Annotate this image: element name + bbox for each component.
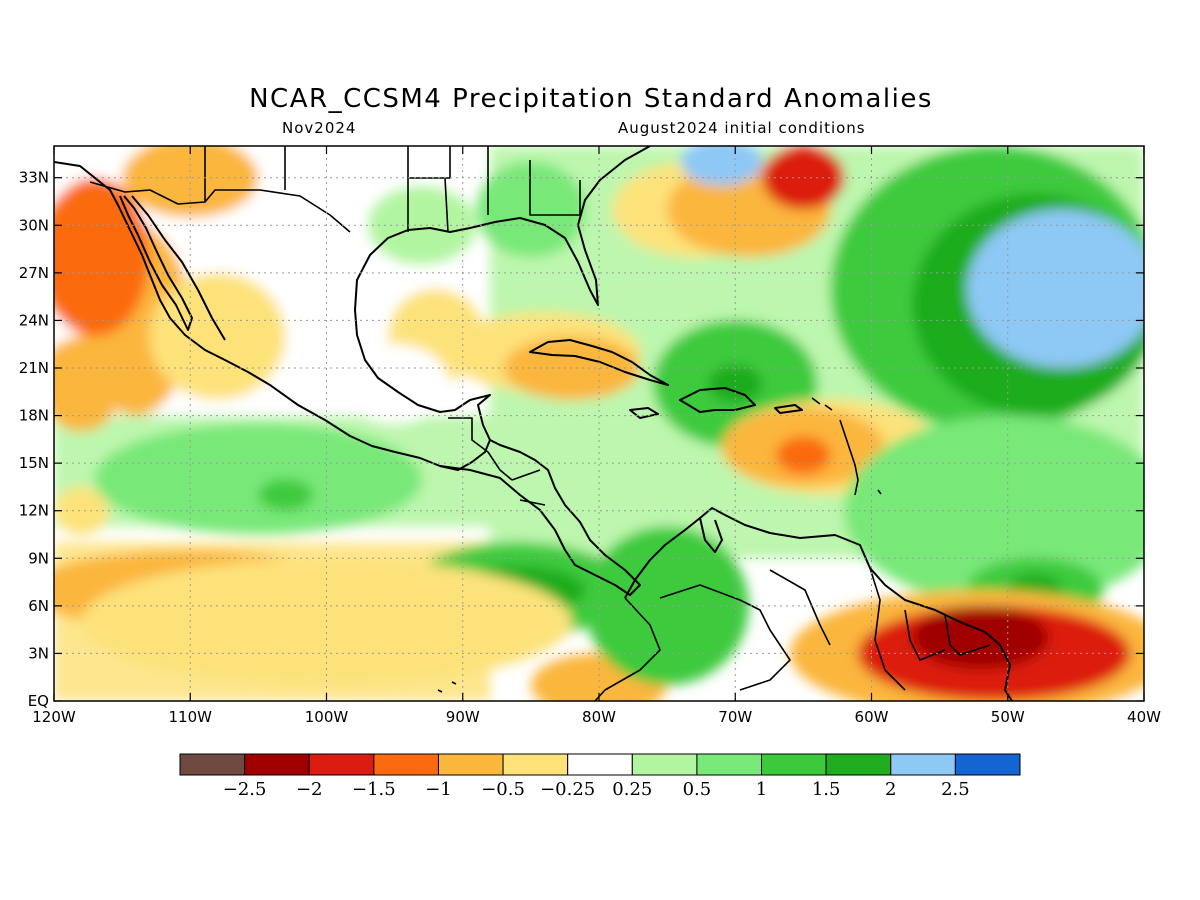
colorbar-label: 0.25 (612, 779, 652, 800)
coastline-lesser-antilles (811, 397, 859, 496)
coastline-baja (119, 195, 193, 331)
borders-south-america (594, 567, 991, 701)
y-tick-label: 15N (19, 454, 49, 472)
field-blob-16 (680, 146, 763, 186)
field-blob-37 (54, 486, 109, 535)
y-axis-labels: EQ 3N 6N 9N 12N 15N 18N 21N 24N 27N 30N 33N (19, 169, 49, 710)
colorbar-label: 1 (756, 779, 767, 800)
initial-conditions-label: August2024 initial conditions (618, 119, 866, 137)
colorbar-swatch (567, 753, 633, 776)
x-tick-label: 70W (718, 708, 752, 726)
field-blob-3 (149, 272, 286, 400)
colorbar-swatch (825, 753, 892, 776)
graticule (54, 146, 1144, 701)
x-axis-labels: 120W 110W 100W 90W 80W 70W 60W 50W 40W (32, 708, 1161, 726)
colorbar-swatch (244, 753, 310, 776)
axis-ticks (53, 146, 1145, 702)
colorbar-swatch (373, 753, 439, 776)
colorbar-swatch (696, 753, 763, 776)
field-blob-19 (776, 436, 831, 475)
y-tick-label: 30N (19, 216, 49, 234)
colorbar-swatch (761, 753, 827, 776)
field-blob-15 (708, 364, 763, 403)
field-blob-33 (94, 423, 422, 535)
x-tick-label: 40W (1127, 708, 1161, 726)
colorbar-swatch (308, 753, 375, 776)
colorbar-label: −2 (296, 779, 323, 800)
coastlines-and-borders (54, 146, 1013, 701)
x-tick-label: 60W (855, 708, 889, 726)
x-tick-label: 50W (991, 708, 1025, 726)
coastline-cuba (529, 339, 669, 386)
field-blob-34 (258, 479, 313, 511)
x-tick-label: 80W (582, 708, 616, 726)
colorbar-swatch (954, 753, 1021, 776)
colorbar-swatch (502, 753, 569, 776)
x-tick-label: 110W (169, 708, 213, 726)
y-tick-label: 27N (19, 264, 49, 282)
colorbar-label: 0.5 (683, 779, 712, 800)
colorbar-label: −0.25 (540, 779, 595, 800)
colorbar-swatch (890, 753, 956, 776)
coastline-mexico-us (54, 146, 651, 471)
colorbar-label: 2.5 (941, 779, 970, 800)
border-guatemala (448, 417, 546, 506)
field-blob-28 (912, 605, 1049, 670)
colorbar-label: −2.5 (223, 779, 267, 800)
field-blob-13 (762, 146, 845, 210)
field-blob-8 (476, 161, 586, 257)
y-tick-label: 9N (28, 549, 49, 567)
chart-title: NCAR_CCSM4 Precipitation Standard Anomal… (249, 84, 933, 114)
border-us-mexico (89, 181, 351, 233)
field-blob-4 (122, 146, 259, 218)
x-tick-label: 120W (32, 708, 76, 726)
colorbar-label: 1.5 (812, 779, 841, 800)
colorbar-label: −0.5 (481, 779, 525, 800)
colorbar-label: 2 (885, 779, 896, 800)
y-tick-label: 21N (19, 359, 49, 377)
y-tick-label: EQ (28, 692, 49, 710)
coastline-puerto-rico (774, 404, 803, 414)
field-blob-22 (966, 209, 1144, 368)
colorbar-swatch (437, 753, 504, 776)
y-tick-label: 24N (19, 311, 49, 329)
us-state-borders (204, 146, 581, 233)
x-tick-label: 100W (305, 708, 349, 726)
coastline-lake-maracaibo (699, 517, 723, 553)
coastline-south-america (624, 507, 1013, 701)
y-tick-label: 18N (19, 407, 49, 425)
forecast-month-label: Nov2024 (282, 119, 357, 137)
colorbar-label: −1.5 (352, 779, 396, 800)
colorbar-labels: −2.5 −2 −1.5 −1 −0.5 −0.25 0.25 0.5 1 1.5 2 2.5 (223, 779, 970, 800)
field-blob-6 (340, 344, 450, 424)
colorbar-label: −1 (425, 779, 452, 800)
coastline-sonora (131, 195, 226, 341)
colorbar-swatch (179, 753, 246, 776)
y-tick-label: 12N (19, 502, 49, 520)
colorbar (179, 753, 1021, 776)
coastline-hispaniola (679, 387, 756, 413)
x-tick-label: 90W (446, 708, 480, 726)
y-tick-label: 33N (19, 169, 49, 187)
coastline-central-america (439, 439, 641, 596)
coastline-islands (437, 489, 882, 693)
colorbar-swatch (631, 753, 698, 776)
field-blob-2 (54, 177, 150, 337)
y-tick-label: 3N (28, 644, 49, 662)
y-tick-label: 6N (28, 597, 49, 615)
